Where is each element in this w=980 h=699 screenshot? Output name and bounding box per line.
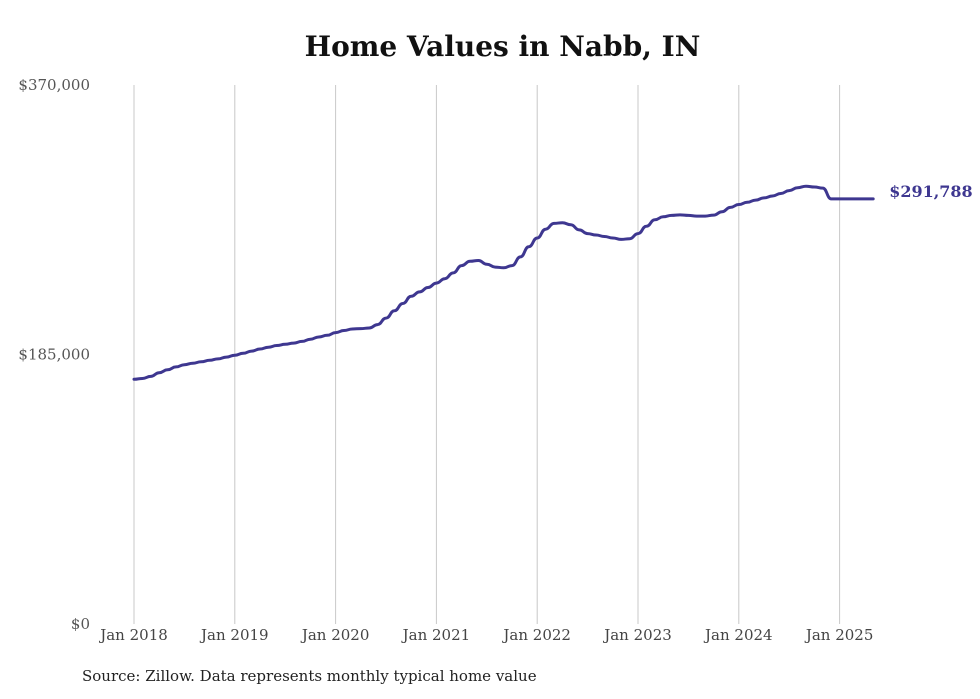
x-tick-label: Jan 2019 bbox=[199, 626, 269, 644]
x-tick-label: Jan 2023 bbox=[602, 626, 672, 644]
y-tick-label: $185,000 bbox=[18, 346, 90, 364]
y-tick-label: $370,000 bbox=[18, 76, 90, 94]
y-tick-label: $0 bbox=[71, 615, 90, 633]
source-note: Source: Zillow. Data represents monthly … bbox=[82, 667, 537, 685]
x-tick-label: Jan 2018 bbox=[98, 626, 168, 644]
x-tick-label: Jan 2021 bbox=[401, 626, 471, 644]
x-tick-label: Jan 2022 bbox=[501, 626, 571, 644]
y-axis-ticks: $0 $185,000 $370,000 bbox=[18, 76, 90, 633]
latest-value-label: $291,788 bbox=[889, 182, 973, 201]
x-tick-label: Jan 2025 bbox=[804, 626, 874, 644]
x-axis-ticks: Jan 2018 Jan 2019 Jan 2020 Jan 2021 Jan 2022… bbox=[98, 626, 873, 644]
chart-title: Home Values in Nabb, IN bbox=[304, 30, 701, 63]
x-tick-label: Jan 2020 bbox=[300, 626, 370, 644]
x-tick-label: Jan 2024 bbox=[703, 626, 773, 644]
home-value-line bbox=[132, 184, 875, 381]
